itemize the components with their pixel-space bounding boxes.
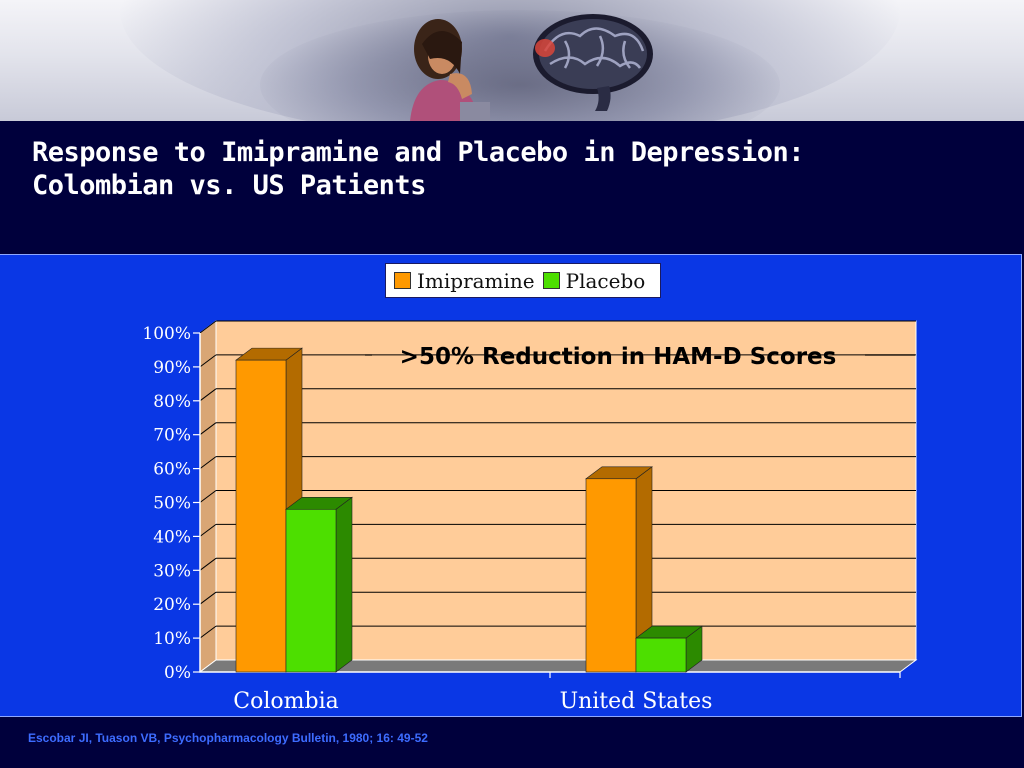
- gridline-side: [199, 320, 217, 334]
- bar: [635, 637, 687, 673]
- person-head-in-hand-icon: [410, 19, 490, 121]
- legend-label: Placebo: [565, 268, 646, 293]
- gridline-side: [199, 557, 217, 571]
- y-tick-label: 60%: [153, 460, 191, 480]
- bar: [285, 508, 337, 673]
- slide-title: Response to Imipramine and Placebo in De…: [32, 136, 805, 202]
- citation-footer: Escobar JI, Tuason VB, Psychopharmacolog…: [28, 731, 428, 745]
- gridline-side: [199, 456, 217, 470]
- slide-title-line2: Colombian vs. US Patients: [32, 170, 426, 201]
- gridline-side: [199, 591, 217, 605]
- chart-annotation: >50% Reduction in HAM-D Scores: [400, 344, 837, 370]
- gridline-side: [199, 625, 217, 639]
- chart-legend: Imipramine Placebo: [385, 263, 661, 298]
- y-tick-label: 70%: [153, 426, 191, 446]
- slide-title-line1: Response to Imipramine and Placebo in De…: [32, 137, 805, 168]
- bar-side: [335, 496, 353, 673]
- header-banner: [0, 0, 1024, 121]
- gridline-side: [199, 388, 217, 402]
- y-tick-label: 30%: [153, 561, 191, 581]
- x-category-label: Colombia: [233, 689, 338, 714]
- legend-entry: Imipramine: [394, 269, 535, 293]
- banner-sweep: [120, 0, 900, 121]
- y-tick-label: 100%: [142, 324, 191, 344]
- bar: [235, 359, 287, 673]
- legend-swatch: [394, 272, 411, 289]
- banner-shadow: [260, 10, 780, 121]
- gridline-side: [199, 354, 217, 368]
- gridline-side: [199, 422, 217, 436]
- y-tick-label: 80%: [153, 392, 191, 412]
- y-tick-label: 10%: [153, 629, 191, 649]
- legend-swatch: [542, 272, 560, 289]
- y-tick-label: 90%: [153, 358, 191, 378]
- x-category-label: United States: [560, 689, 713, 714]
- gridline-side: [199, 490, 217, 503]
- y-tick-label: 20%: [153, 595, 191, 615]
- gridline-side: [199, 524, 217, 537]
- legend-label: Imipramine: [417, 268, 535, 293]
- bar: [585, 478, 637, 673]
- y-tick-label: 0%: [164, 663, 191, 683]
- y-tick-label: 50%: [153, 494, 191, 514]
- brain-icon: [533, 14, 653, 111]
- y-tick-label: 40%: [153, 527, 191, 547]
- legend-entry: Placebo: [542, 268, 646, 293]
- title-area: [0, 121, 1024, 254]
